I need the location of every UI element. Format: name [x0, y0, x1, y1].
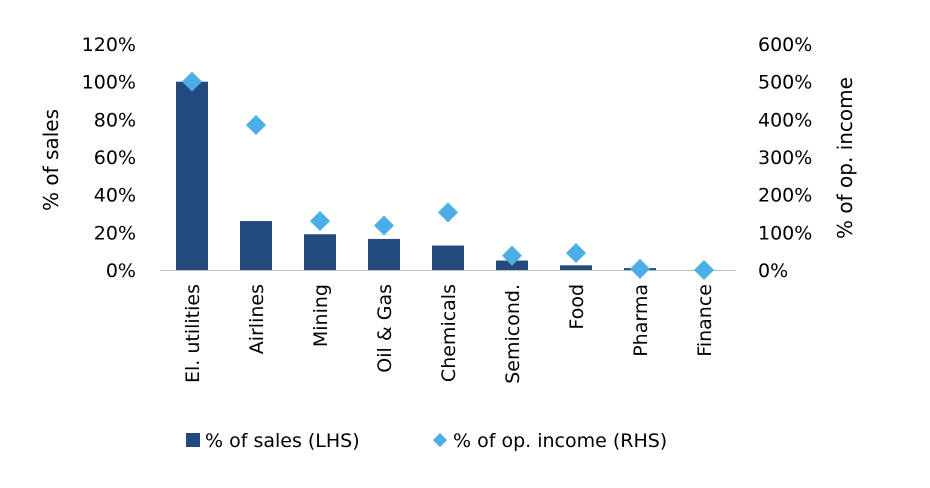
left-tick-label: 60%	[94, 147, 136, 169]
right-tick-label: 100%	[758, 222, 812, 244]
category-label: Oil & Gas	[374, 284, 396, 373]
legend-label-sales: % of sales (LHS)	[205, 430, 360, 452]
legend-swatch-sales	[186, 433, 200, 447]
right-tick-label: 0%	[758, 260, 788, 282]
diamond-point	[182, 71, 202, 92]
category-label: Finance	[694, 284, 716, 357]
legend-swatch-op-income	[432, 433, 448, 448]
left-tick-label: 0%	[106, 260, 136, 282]
right-tick-label: 500%	[758, 72, 812, 94]
bar	[560, 265, 592, 270]
left-axis-title: % of sales	[39, 109, 63, 211]
category-label: Semicond.	[502, 284, 524, 384]
bar	[304, 234, 336, 270]
diamond-series	[182, 71, 714, 280]
diamond-point	[502, 245, 522, 266]
category-label: Food	[566, 284, 588, 330]
legend-label-op-income: % of op. income (RHS)	[453, 430, 667, 452]
diamond-point	[630, 258, 650, 279]
left-tick-label: 120%	[82, 34, 136, 56]
bar	[176, 81, 208, 271]
left-y-axis: 0% 20% 40% 60% 80% 100% 120%	[82, 34, 136, 282]
right-tick-label: 300%	[758, 147, 812, 169]
left-tick-label: 20%	[94, 222, 136, 244]
bar-series	[176, 81, 656, 271]
category-label: Pharma	[630, 284, 652, 357]
diamond-point	[310, 211, 330, 232]
right-tick-label: 400%	[758, 109, 812, 131]
left-tick-label: 40%	[94, 185, 136, 207]
category-label: Chemicals	[438, 284, 460, 382]
bar	[240, 221, 272, 270]
bar	[432, 245, 464, 270]
diamond-point	[438, 202, 458, 223]
diamond-point	[374, 215, 394, 236]
bar	[368, 238, 400, 270]
category-label: El. utilities	[182, 284, 204, 383]
legend: % of sales (LHS) % of op. income (RHS)	[186, 430, 667, 452]
right-y-axis: 0% 100% 200% 300% 400% 500% 600%	[758, 34, 812, 282]
right-axis-title: % of op. income	[833, 77, 857, 239]
diamond-point	[246, 114, 266, 135]
category-label: Mining	[310, 284, 332, 347]
category-labels: El. utilities Airlines Mining Oil & Gas Chem…	[182, 284, 716, 384]
diamond-point	[566, 243, 586, 264]
category-label: Airlines	[246, 284, 268, 354]
diamond-point	[694, 260, 714, 280]
left-tick-label: 100%	[82, 72, 136, 94]
right-tick-label: 600%	[758, 34, 812, 56]
right-tick-label: 200%	[758, 185, 812, 207]
left-tick-label: 80%	[94, 109, 136, 131]
